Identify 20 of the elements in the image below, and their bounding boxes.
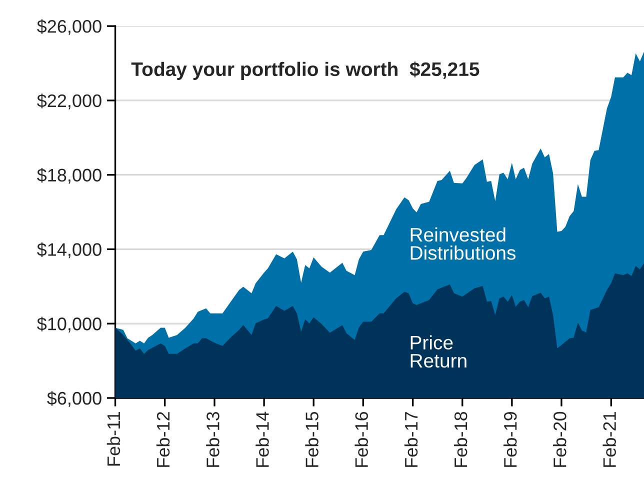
x-tick-label: Feb-14 bbox=[256, 412, 269, 467]
x-tick-label: Feb-12 bbox=[156, 412, 170, 467]
x-tick-label: Feb-13 bbox=[206, 412, 220, 467]
x-tick-label: Feb-21 bbox=[602, 412, 616, 467]
y-tick-label: $22,000 bbox=[37, 94, 102, 110]
y-tick-label: $14,000 bbox=[37, 242, 102, 258]
x-tick-label: Feb-20 bbox=[553, 412, 566, 467]
series-label: Reinvested Distributions bbox=[410, 227, 516, 260]
y-tick-label: $10,000 bbox=[37, 316, 102, 332]
x-tick-label: Feb-16 bbox=[354, 412, 368, 467]
series-label: Price Return bbox=[410, 335, 466, 368]
text: Today your portfolio is worth $25,215 bbox=[131, 61, 480, 80]
x-tick-label: Feb-11 bbox=[106, 412, 120, 466]
y-tick-label: $18,000 bbox=[37, 168, 102, 184]
y-tick-label: $6,000 bbox=[47, 391, 102, 407]
x-tick-label: Feb-19 bbox=[504, 412, 517, 467]
y-tick-label: $26,000 bbox=[37, 19, 102, 35]
x-tick-label: Feb-15 bbox=[305, 412, 318, 467]
x-tick-label: Feb-18 bbox=[454, 412, 468, 467]
x-tick-label: Feb-17 bbox=[404, 412, 418, 467]
